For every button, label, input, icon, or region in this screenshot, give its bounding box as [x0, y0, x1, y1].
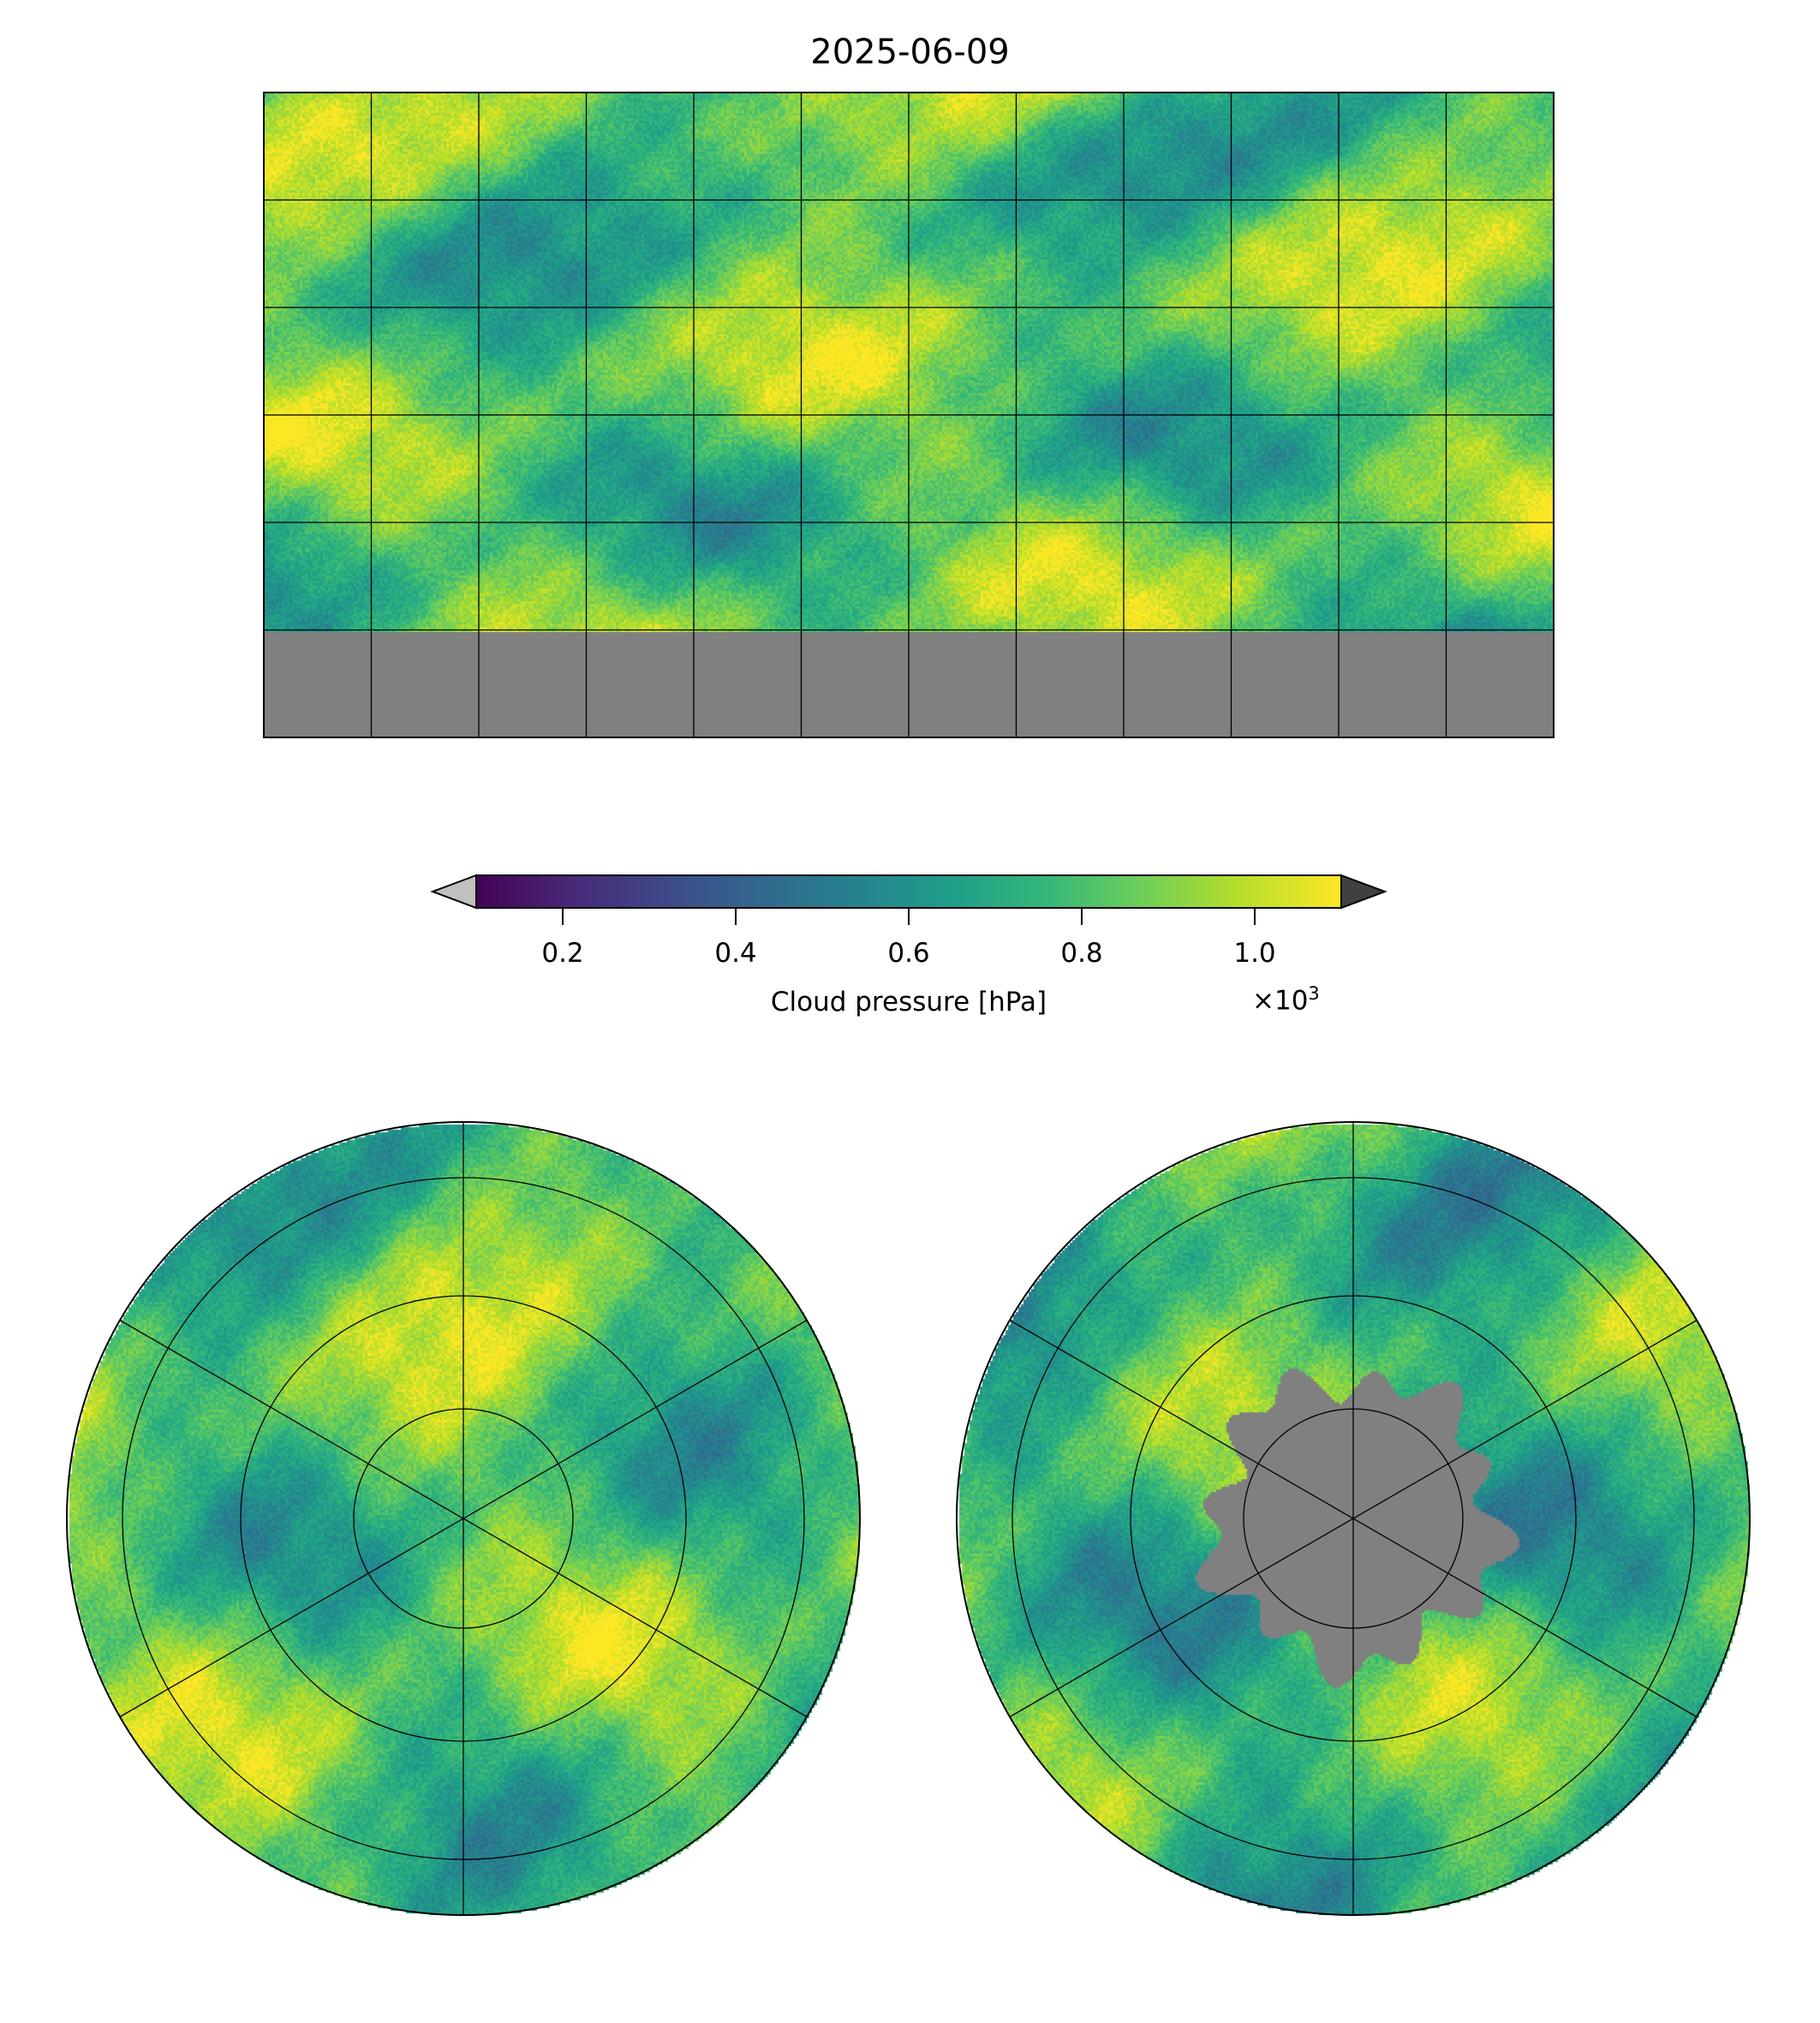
colorbar-over-extension [1341, 875, 1385, 908]
north-gridlines [67, 1122, 860, 1915]
colorbar-under-extension [433, 875, 476, 908]
global-gridlines [264, 92, 1554, 737]
colorbar-label: Cloud pressure [hPa] [771, 987, 1047, 1017]
colorbar-tick-label: 0.4 [714, 938, 756, 969]
colorbar [476, 875, 1341, 908]
colorbar-tick-label: 1.0 [1233, 938, 1275, 969]
colorbar-tick-label: 0.2 [541, 938, 583, 969]
colorbar-ticks [563, 908, 1255, 925]
colorbar-multiplier: ×103 [1252, 983, 1320, 1016]
colorbar-tick-label: 0.8 [1060, 938, 1102, 969]
south-gridlines [957, 1122, 1750, 1915]
colorbar-tick-label: 0.6 [887, 938, 929, 969]
